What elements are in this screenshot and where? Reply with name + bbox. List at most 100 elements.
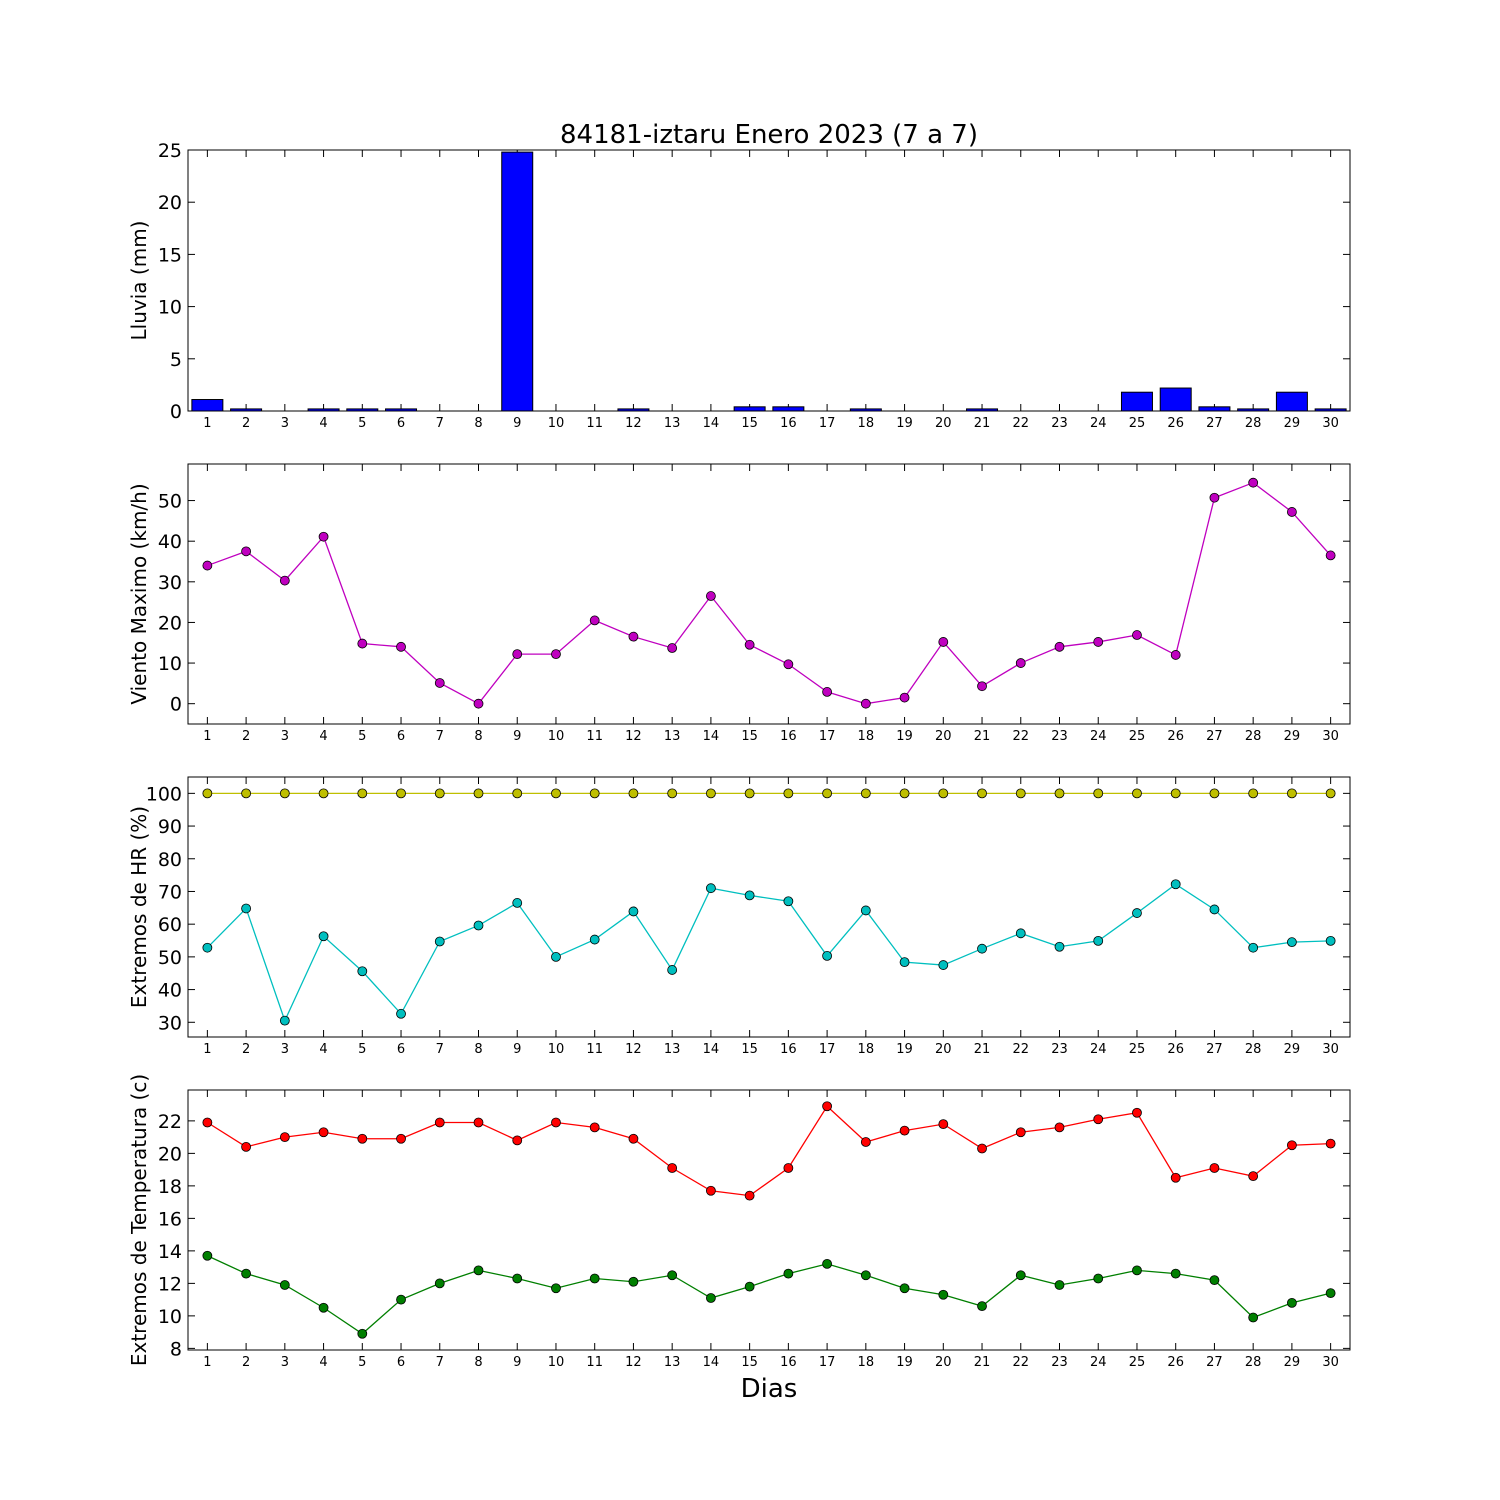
temp-min-point bbox=[202, 1250, 213, 1261]
hr-max-point bbox=[1015, 788, 1026, 799]
plot-frame bbox=[187, 1089, 1351, 1351]
hr-min-point bbox=[357, 966, 368, 977]
temp-max-point bbox=[1132, 1107, 1142, 1118]
temp-max-point bbox=[357, 1133, 368, 1144]
x-tick-label: 30 bbox=[1322, 1042, 1339, 1057]
rain-bar bbox=[191, 399, 224, 412]
x-tick-label: 8 bbox=[474, 1355, 482, 1370]
hr-max-point bbox=[706, 788, 716, 799]
wind-point bbox=[860, 698, 871, 709]
hr-min-point bbox=[396, 1008, 406, 1019]
x-tick-label: 4 bbox=[319, 1042, 327, 1057]
temp-max-point bbox=[1054, 1122, 1065, 1133]
temp-min-point bbox=[551, 1283, 561, 1294]
y-tick-label: 70 bbox=[158, 881, 182, 903]
temp-max-point bbox=[473, 1117, 484, 1128]
temp-max-point bbox=[899, 1125, 910, 1136]
temp-min-point bbox=[1248, 1312, 1259, 1323]
temp-max-point bbox=[434, 1117, 445, 1128]
hr-max-point bbox=[1054, 788, 1065, 799]
temp-max-point bbox=[977, 1143, 987, 1154]
x-tick-label: 9 bbox=[513, 1042, 521, 1057]
hr-min-point bbox=[744, 890, 755, 901]
x-tick-label: 7 bbox=[436, 729, 444, 744]
hr-max-point bbox=[783, 788, 794, 799]
x-tick-label: 27 bbox=[1206, 1355, 1223, 1370]
x-tick-label: 29 bbox=[1284, 1042, 1301, 1057]
y-tick-label: 20 bbox=[158, 1143, 182, 1165]
x-tick-label: 11 bbox=[586, 416, 603, 431]
x-tick-label: 19 bbox=[896, 729, 913, 744]
wind-point bbox=[434, 678, 445, 688]
temp-max-point bbox=[551, 1117, 561, 1128]
x-tick-label: 6 bbox=[397, 416, 405, 431]
x-tick-label: 18 bbox=[858, 1042, 875, 1057]
wind-point bbox=[512, 649, 523, 660]
x-tick-label: 13 bbox=[664, 1042, 681, 1057]
y-axis-label: Viento Maximo (km/h) bbox=[127, 483, 151, 704]
x-tick-label: 25 bbox=[1129, 1355, 1146, 1370]
temp-min-point bbox=[1054, 1280, 1065, 1290]
x-tick-label: 12 bbox=[625, 1042, 642, 1057]
x-tick-label: 29 bbox=[1284, 729, 1301, 744]
x-tick-label: 24 bbox=[1090, 1355, 1107, 1370]
hr-min-point bbox=[783, 896, 794, 907]
temp-max-point bbox=[1093, 1114, 1104, 1125]
hr-min-point bbox=[202, 942, 213, 953]
hr-max-point bbox=[241, 788, 252, 799]
x-tick-label: 15 bbox=[741, 1355, 758, 1370]
temp-min-point bbox=[241, 1268, 252, 1279]
temp-min-point bbox=[822, 1258, 832, 1269]
wind-point bbox=[1093, 637, 1104, 647]
x-tick-label: 26 bbox=[1167, 729, 1184, 744]
y-tick-label: 30 bbox=[158, 1012, 182, 1034]
x-tick-label: 17 bbox=[819, 729, 836, 744]
x-tick-label: 13 bbox=[664, 1355, 681, 1370]
hr-min-point bbox=[1132, 908, 1142, 918]
x-tick-label: 28 bbox=[1245, 1042, 1262, 1057]
x-tick-label: 9 bbox=[513, 729, 521, 744]
temp-max-point bbox=[1325, 1138, 1336, 1149]
y-tick-label: 100 bbox=[146, 783, 182, 805]
temp-max-point bbox=[512, 1135, 523, 1146]
temp-min-point bbox=[1287, 1297, 1297, 1308]
x-tick-label: 28 bbox=[1245, 729, 1262, 744]
hr-min-point bbox=[1015, 928, 1026, 939]
temp-min-point bbox=[938, 1289, 949, 1300]
x-tick-label: 21 bbox=[974, 416, 991, 431]
y-tick-label: 10 bbox=[158, 297, 182, 319]
hr-max-point bbox=[1325, 788, 1336, 799]
temp-min-point bbox=[1325, 1288, 1336, 1299]
x-tick-label: 4 bbox=[319, 416, 327, 431]
y-tick-label: 18 bbox=[158, 1176, 182, 1198]
x-tick-label: 29 bbox=[1284, 1355, 1301, 1370]
x-tick-label: 1 bbox=[203, 1355, 211, 1370]
hr-min-point bbox=[589, 934, 600, 945]
x-tick-label: 19 bbox=[896, 1355, 913, 1370]
hr-min-point bbox=[1325, 935, 1336, 946]
temp-max-series-line bbox=[207, 1105, 1331, 1197]
hr-max-point bbox=[899, 788, 910, 799]
temp-max-point bbox=[628, 1133, 639, 1144]
x-tick-label: 1 bbox=[203, 416, 211, 431]
temp-min-point bbox=[279, 1280, 290, 1290]
y-tick-label: 50 bbox=[158, 947, 182, 969]
plot-frame bbox=[187, 776, 1351, 1038]
x-tick-label: 15 bbox=[741, 1042, 758, 1057]
hr-max-point bbox=[434, 788, 445, 799]
x-tick-label: 8 bbox=[474, 1042, 482, 1057]
temp-max-point bbox=[938, 1119, 949, 1130]
temp-max-point bbox=[279, 1132, 290, 1143]
hr-max-point bbox=[860, 788, 871, 799]
rain-bar bbox=[733, 406, 766, 412]
x-tick-label: 7 bbox=[436, 1355, 444, 1370]
x-tick-label: 5 bbox=[358, 1355, 366, 1370]
y-tick-label: 12 bbox=[158, 1273, 182, 1295]
x-tick-label: 17 bbox=[819, 1042, 836, 1057]
x-tick-label: 5 bbox=[358, 1042, 366, 1057]
x-tick-label: 5 bbox=[358, 729, 366, 744]
temp-min-point bbox=[860, 1270, 871, 1281]
x-tick-label: 11 bbox=[586, 1355, 603, 1370]
hr-min-point bbox=[1209, 904, 1220, 915]
